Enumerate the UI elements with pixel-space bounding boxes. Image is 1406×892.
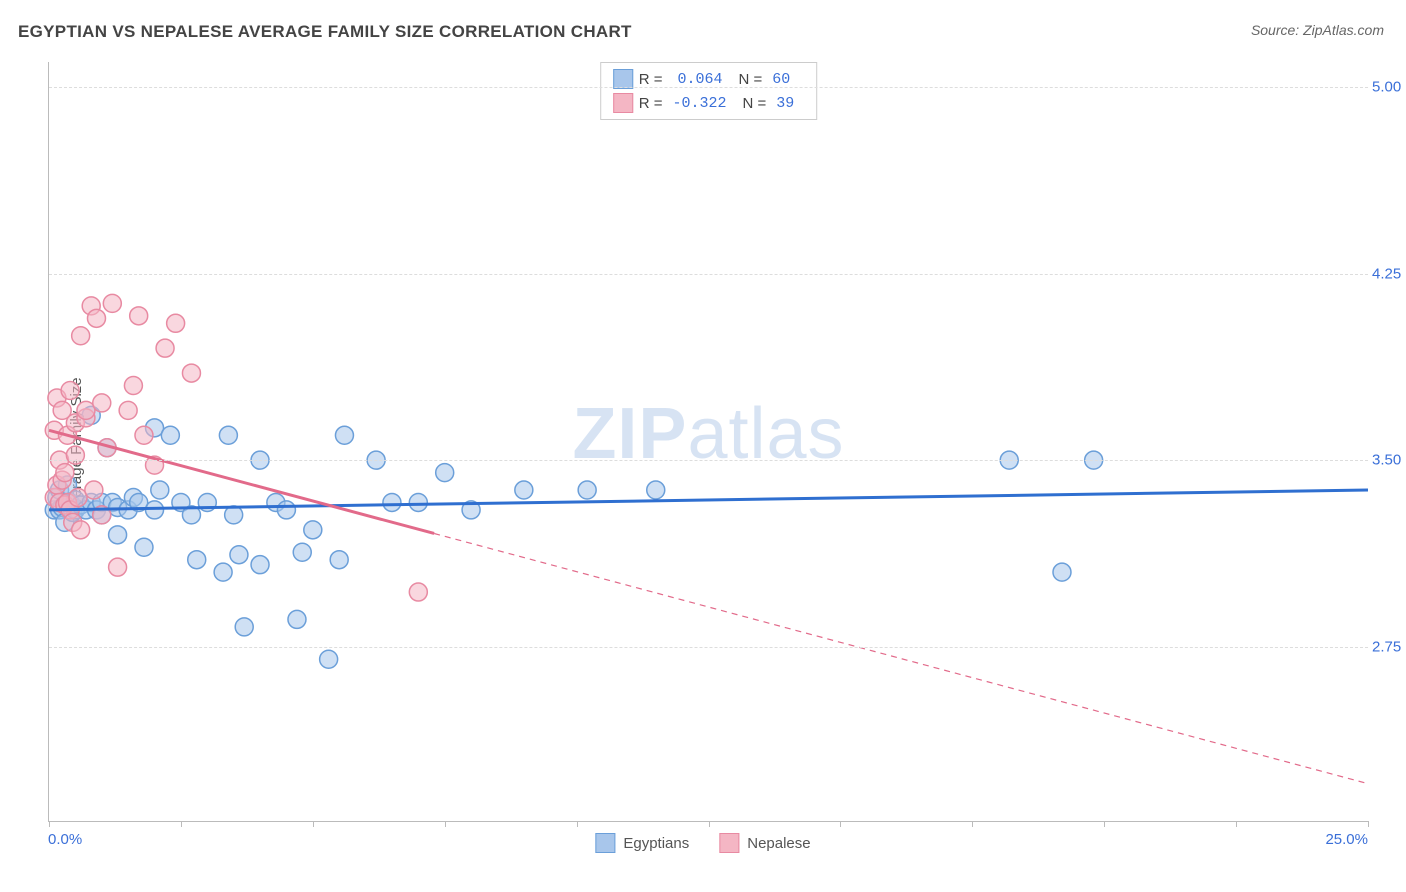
legend-swatch-egyptians	[595, 833, 615, 853]
source-attribution: Source: ZipAtlas.com	[1251, 22, 1384, 38]
data-point	[61, 381, 79, 399]
chart-title: EGYPTIAN VS NEPALESE AVERAGE FAMILY SIZE…	[18, 22, 632, 42]
data-point	[151, 481, 169, 499]
data-point	[214, 563, 232, 581]
data-point	[647, 481, 665, 499]
source-name: ZipAtlas.com	[1303, 22, 1384, 38]
data-point	[578, 481, 596, 499]
legend-item-egyptians: Egyptians	[595, 833, 689, 853]
data-point	[119, 401, 137, 419]
chart-svg	[49, 62, 1368, 821]
data-point	[235, 618, 253, 636]
data-point	[85, 481, 103, 499]
data-point	[72, 521, 90, 539]
data-point	[277, 501, 295, 519]
legend-label-nepalese: Nepalese	[747, 835, 810, 852]
data-point	[66, 446, 84, 464]
data-point	[320, 650, 338, 668]
data-point	[1053, 563, 1071, 581]
data-point	[103, 294, 121, 312]
data-point	[93, 394, 111, 412]
x-axis-max-label: 25.0%	[1325, 831, 1368, 848]
data-point	[87, 309, 105, 327]
data-point	[161, 426, 179, 444]
legend-label-egyptians: Egyptians	[623, 835, 689, 852]
legend-swatch-nepalese	[719, 833, 739, 853]
data-point	[72, 327, 90, 345]
data-point	[156, 339, 174, 357]
data-point	[288, 610, 306, 628]
data-point	[130, 307, 148, 325]
data-point	[436, 464, 454, 482]
data-point	[219, 426, 237, 444]
data-point	[335, 426, 353, 444]
legend-item-nepalese: Nepalese	[719, 833, 810, 853]
data-point	[293, 543, 311, 561]
data-point	[124, 377, 142, 395]
data-point	[230, 546, 248, 564]
data-point	[515, 481, 533, 499]
data-point	[409, 493, 427, 511]
series-legend: Egyptians Nepalese	[595, 833, 810, 853]
y-tick-label: 5.00	[1372, 78, 1406, 95]
data-point	[135, 538, 153, 556]
data-point	[409, 583, 427, 601]
plot-area: ZIPatlas R = 0.064 N = 60 R = -0.322 N =…	[48, 62, 1368, 822]
data-point	[56, 464, 74, 482]
x-axis-min-label: 0.0%	[48, 831, 82, 848]
data-point	[330, 551, 348, 569]
data-point	[304, 521, 322, 539]
data-point	[383, 493, 401, 511]
source-prefix: Source:	[1251, 22, 1303, 38]
data-point	[188, 551, 206, 569]
data-point	[251, 556, 269, 574]
data-point	[167, 314, 185, 332]
data-point	[109, 526, 127, 544]
y-tick-label: 3.50	[1372, 452, 1406, 469]
y-tick-label: 4.25	[1372, 265, 1406, 282]
data-point	[109, 558, 127, 576]
data-point	[182, 364, 200, 382]
y-tick-label: 2.75	[1372, 638, 1406, 655]
data-point	[135, 426, 153, 444]
